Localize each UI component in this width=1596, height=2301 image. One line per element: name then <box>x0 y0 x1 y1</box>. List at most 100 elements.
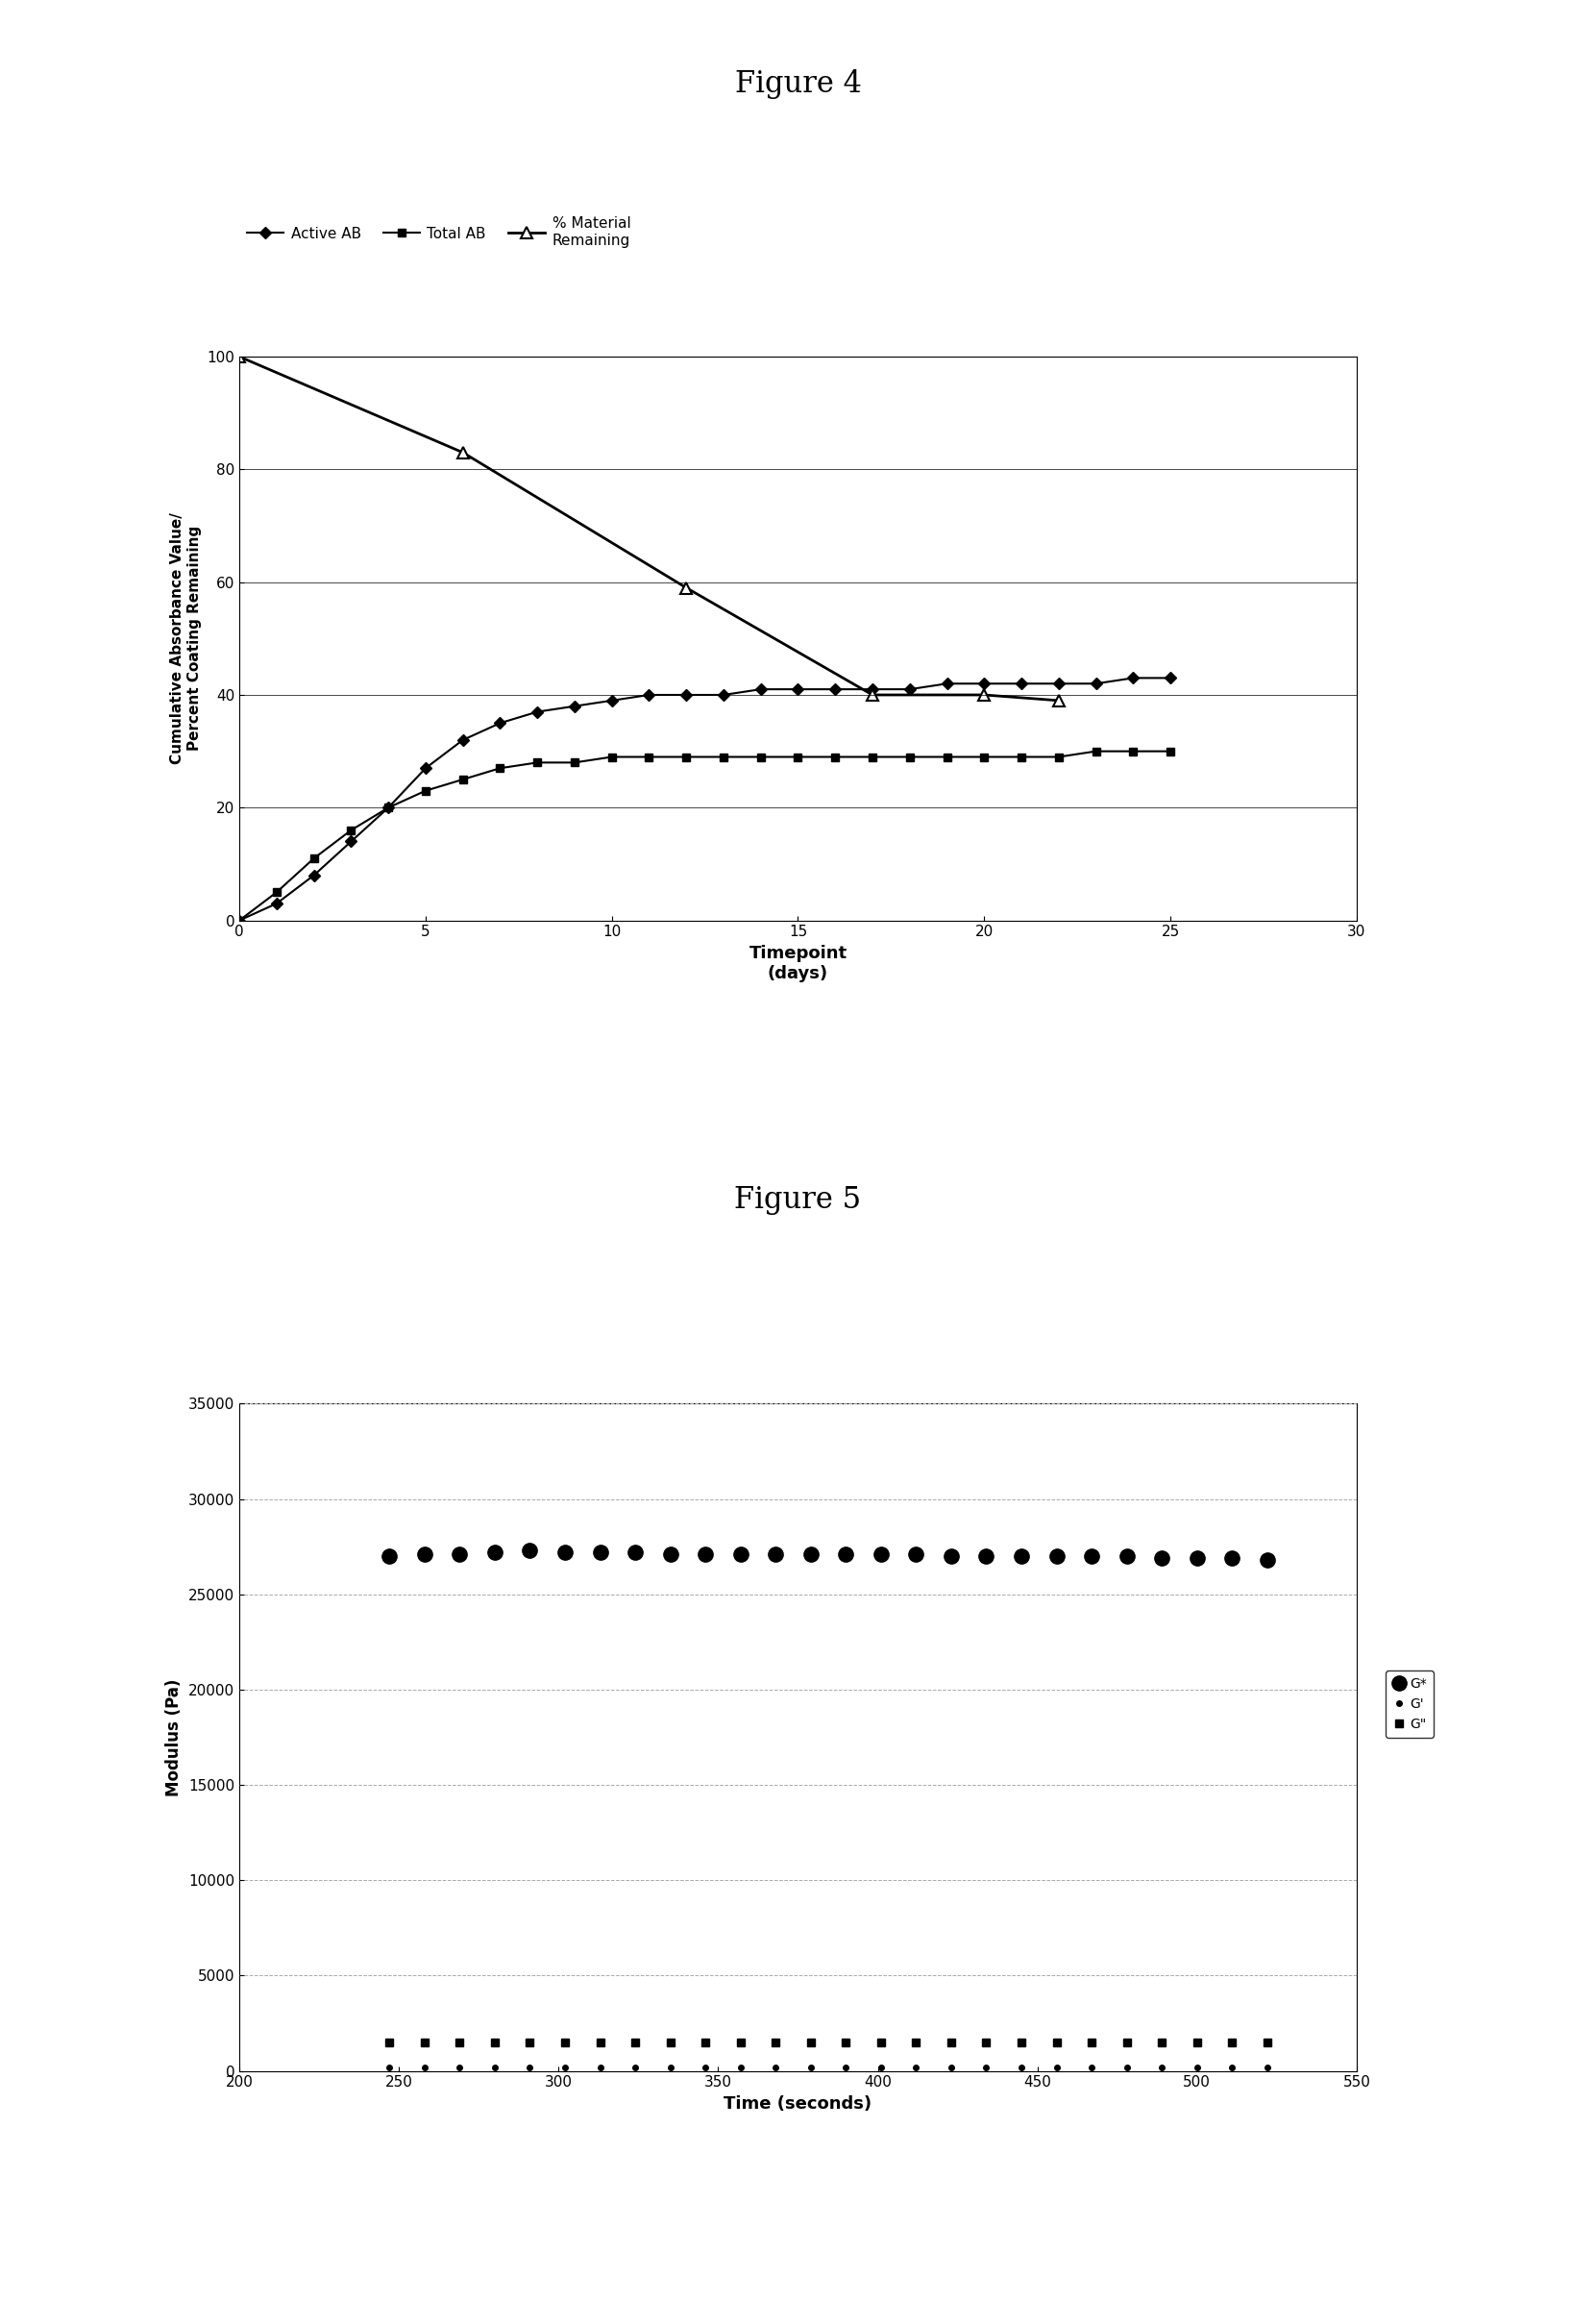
G" <box>661 2029 680 2057</box>
Total AB <box>565 748 584 775</box>
Total AB <box>602 743 621 771</box>
G' <box>1012 2052 1031 2080</box>
G' <box>836 2052 855 2080</box>
G" <box>626 2029 645 2057</box>
Active AB <box>713 681 733 709</box>
G' <box>415 2052 434 2080</box>
Active AB <box>528 697 547 725</box>
Y-axis label: Modulus (Pa): Modulus (Pa) <box>166 1677 184 1797</box>
% Material
Remaining <box>230 343 249 370</box>
Active AB <box>1087 670 1106 697</box>
G' <box>871 2052 891 2080</box>
Total AB <box>417 778 436 805</box>
% Material
Remaining <box>453 439 472 467</box>
Active AB <box>788 676 808 704</box>
G' <box>1117 2052 1136 2080</box>
% Material
Remaining <box>863 681 883 709</box>
G* <box>1258 1546 1277 1574</box>
G' <box>696 2052 715 2080</box>
% Material
Remaining <box>1049 686 1068 713</box>
G* <box>696 1539 715 1567</box>
Total AB <box>342 817 361 844</box>
Legend: G*, G', G": G*, G', G" <box>1385 1671 1433 1737</box>
G* <box>626 1539 645 1567</box>
Total AB <box>863 743 883 771</box>
G' <box>450 2052 469 2080</box>
Total AB <box>975 743 994 771</box>
G' <box>661 2052 680 2080</box>
G* <box>415 1539 434 1567</box>
Total AB <box>378 794 397 821</box>
Active AB <box>1012 670 1031 697</box>
G" <box>766 2029 785 2057</box>
G' <box>766 2052 785 2080</box>
Active AB <box>863 676 883 704</box>
Active AB <box>937 670 956 697</box>
G* <box>871 1539 891 1567</box>
G" <box>801 2029 820 2057</box>
Active AB <box>1124 665 1143 693</box>
Active AB <box>640 681 659 709</box>
G" <box>1152 2029 1171 2057</box>
G* <box>380 1542 399 1569</box>
G' <box>731 2052 750 2080</box>
G* <box>942 1542 961 1569</box>
Total AB <box>900 743 919 771</box>
G" <box>1187 2029 1207 2057</box>
Active AB <box>677 681 696 709</box>
G" <box>450 2029 469 2057</box>
G' <box>380 2052 399 2080</box>
G* <box>450 1539 469 1567</box>
G* <box>801 1539 820 1567</box>
Active AB <box>342 828 361 856</box>
Legend: Active AB, Total AB, % Material
Remaining: Active AB, Total AB, % Material Remainin… <box>247 216 630 249</box>
Text: Figure 5: Figure 5 <box>734 1185 862 1215</box>
Active AB <box>230 907 249 934</box>
Active AB <box>565 693 584 720</box>
Total AB <box>788 743 808 771</box>
Total AB <box>230 907 249 934</box>
Total AB <box>825 743 844 771</box>
G* <box>977 1542 996 1569</box>
G' <box>1082 2052 1101 2080</box>
G' <box>1047 2052 1066 2080</box>
Total AB <box>752 743 771 771</box>
G" <box>1117 2029 1136 2057</box>
Active AB <box>1049 670 1068 697</box>
Active AB <box>825 676 844 704</box>
G' <box>907 2052 926 2080</box>
% Material
Remaining <box>677 573 696 601</box>
Total AB <box>1049 743 1068 771</box>
Active AB <box>752 676 771 704</box>
G* <box>1082 1542 1101 1569</box>
G* <box>485 1539 504 1567</box>
G" <box>1258 2029 1277 2057</box>
G" <box>907 2029 926 2057</box>
G* <box>1012 1542 1031 1569</box>
Active AB <box>490 709 509 736</box>
G* <box>1152 1544 1171 1572</box>
G" <box>415 2029 434 2057</box>
G* <box>520 1537 539 1565</box>
G" <box>485 2029 504 2057</box>
G' <box>591 2052 610 2080</box>
G" <box>520 2029 539 2057</box>
G* <box>591 1539 610 1567</box>
Total AB <box>453 766 472 794</box>
Line: % Material
Remaining: % Material Remaining <box>235 352 1065 706</box>
G" <box>731 2029 750 2057</box>
G' <box>1223 2052 1242 2080</box>
Total AB <box>640 743 659 771</box>
G* <box>1047 1542 1066 1569</box>
Total AB <box>677 743 696 771</box>
Active AB <box>602 686 621 713</box>
Line: Total AB: Total AB <box>235 748 1175 925</box>
Total AB <box>1124 739 1143 766</box>
G" <box>942 2029 961 2057</box>
G" <box>1047 2029 1066 2057</box>
G" <box>380 2029 399 2057</box>
Total AB <box>528 748 547 775</box>
Total AB <box>305 844 324 872</box>
G" <box>871 2029 891 2057</box>
Line: G*: G* <box>381 1544 1275 1567</box>
